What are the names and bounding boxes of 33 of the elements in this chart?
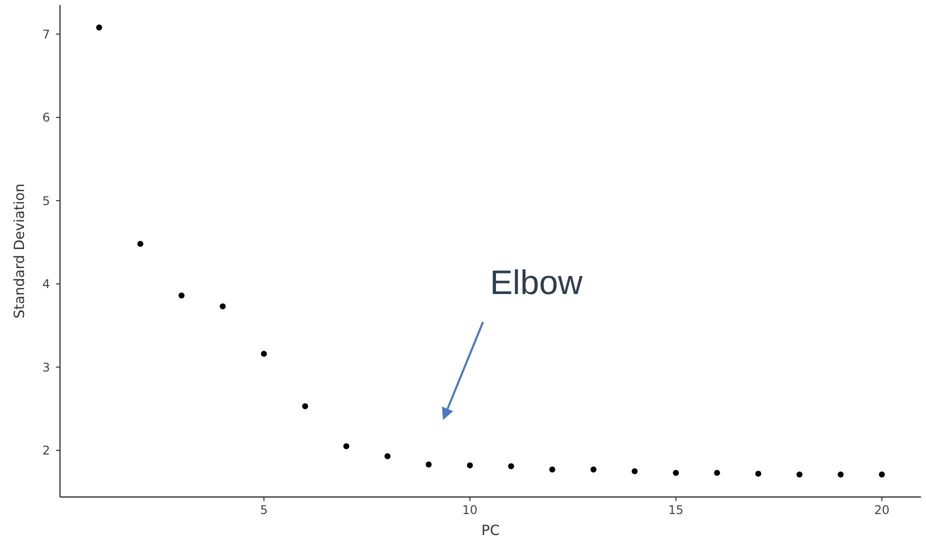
y-tick-label: 3	[42, 360, 50, 374]
y-axis-title: Standard Deviation	[12, 183, 28, 319]
point	[137, 240, 144, 247]
annotation: Elbow	[490, 264, 584, 302]
point	[178, 292, 185, 299]
point	[220, 303, 226, 310]
point	[755, 470, 762, 477]
y-tick-label: 2	[42, 444, 50, 458]
point	[590, 466, 596, 473]
point	[838, 472, 844, 478]
y-tick-label: 7	[42, 27, 50, 42]
point	[96, 24, 102, 30]
point	[549, 466, 556, 473]
y-tick-label: 5	[42, 194, 50, 208]
x-axis-title: PC	[481, 523, 500, 539]
point	[672, 470, 679, 476]
point	[384, 453, 391, 460]
point	[878, 472, 885, 478]
x-tick-label: 10	[462, 503, 478, 517]
point	[343, 443, 350, 450]
x-tick-label: 15	[668, 503, 684, 517]
point	[508, 463, 514, 470]
x-tick-label: 20	[874, 503, 890, 517]
point	[466, 462, 473, 468]
x-tick-label: 5	[260, 503, 268, 517]
point	[796, 472, 802, 478]
point	[302, 403, 308, 410]
point	[426, 462, 432, 468]
point	[260, 350, 267, 357]
point	[714, 470, 720, 476]
y-tick-label: 6	[42, 110, 50, 125]
y-tick-label: 4	[42, 277, 50, 292]
point	[632, 468, 638, 474]
